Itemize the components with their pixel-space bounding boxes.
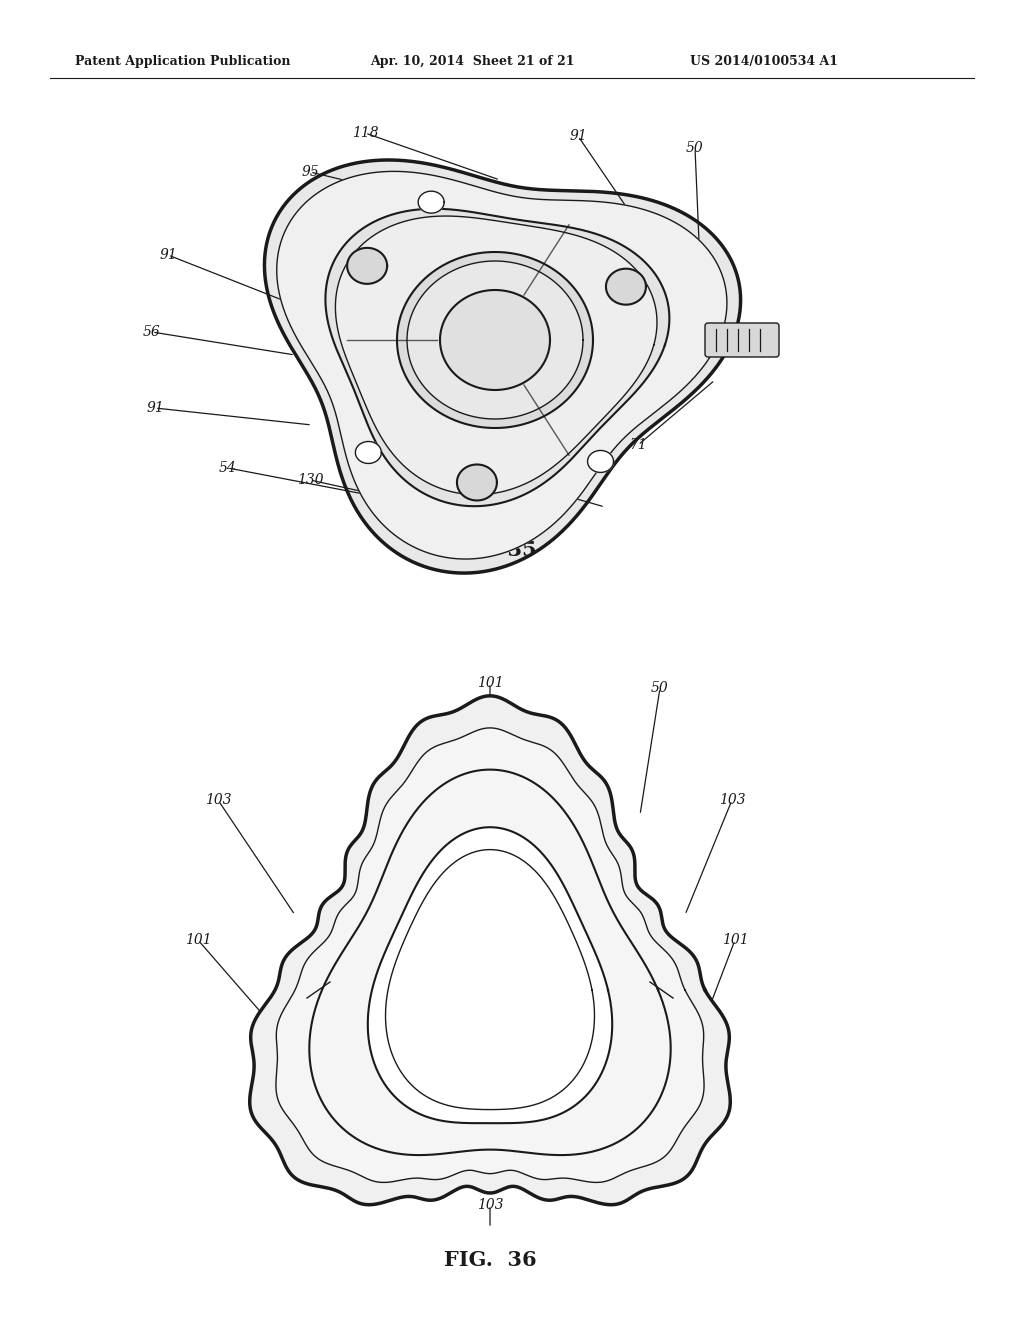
Text: 50: 50 bbox=[651, 681, 669, 696]
Text: 101: 101 bbox=[184, 933, 211, 946]
Text: FIG.  35: FIG. 35 bbox=[443, 540, 537, 560]
Text: 91: 91 bbox=[159, 248, 177, 261]
Text: 56: 56 bbox=[143, 325, 161, 339]
Polygon shape bbox=[457, 465, 497, 500]
Polygon shape bbox=[588, 450, 613, 473]
Polygon shape bbox=[440, 290, 550, 389]
Polygon shape bbox=[355, 441, 381, 463]
Polygon shape bbox=[276, 172, 727, 560]
Text: 95: 95 bbox=[301, 165, 318, 180]
Text: 91: 91 bbox=[537, 483, 554, 498]
Text: 50: 50 bbox=[686, 141, 703, 154]
Polygon shape bbox=[368, 828, 612, 1123]
Text: 91: 91 bbox=[569, 129, 587, 143]
Text: 101: 101 bbox=[722, 933, 749, 946]
Text: 91: 91 bbox=[146, 401, 164, 414]
Polygon shape bbox=[397, 252, 593, 428]
Polygon shape bbox=[418, 191, 444, 213]
Polygon shape bbox=[385, 850, 595, 1110]
Polygon shape bbox=[407, 261, 583, 418]
Polygon shape bbox=[264, 160, 740, 573]
Polygon shape bbox=[326, 209, 670, 506]
Text: 103: 103 bbox=[477, 1199, 504, 1212]
Text: 103: 103 bbox=[205, 793, 231, 807]
Polygon shape bbox=[347, 248, 387, 284]
Polygon shape bbox=[309, 770, 671, 1155]
Text: 103: 103 bbox=[719, 793, 745, 807]
Polygon shape bbox=[336, 216, 657, 495]
Text: Patent Application Publication: Patent Application Publication bbox=[75, 55, 291, 69]
Text: 54: 54 bbox=[219, 461, 237, 475]
Text: 118: 118 bbox=[351, 125, 378, 140]
Polygon shape bbox=[275, 727, 705, 1183]
FancyBboxPatch shape bbox=[705, 323, 779, 356]
Text: 130: 130 bbox=[297, 473, 324, 487]
Text: 71: 71 bbox=[629, 438, 647, 451]
Text: Apr. 10, 2014  Sheet 21 of 21: Apr. 10, 2014 Sheet 21 of 21 bbox=[370, 55, 574, 69]
Polygon shape bbox=[250, 696, 730, 1205]
Polygon shape bbox=[606, 269, 646, 305]
Text: 101: 101 bbox=[477, 676, 504, 690]
Text: FIG.  36: FIG. 36 bbox=[443, 1250, 537, 1270]
Text: US 2014/0100534 A1: US 2014/0100534 A1 bbox=[690, 55, 838, 69]
